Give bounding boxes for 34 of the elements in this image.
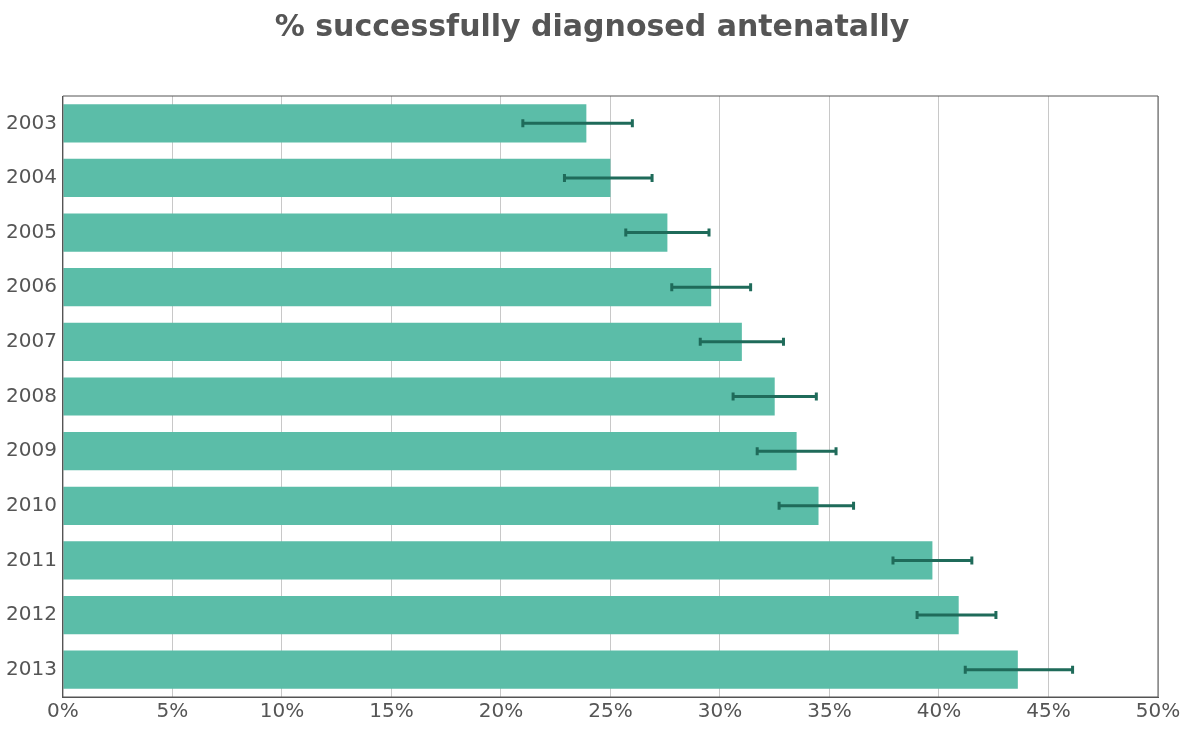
- y-tick-label: 2006: [5, 273, 57, 298]
- bar: [63, 650, 1018, 689]
- bar: [63, 486, 819, 525]
- bar: [63, 595, 959, 635]
- x-tick-label: 20%: [478, 698, 524, 723]
- chart-title: % successfully diagnosed antenatally: [273, 8, 911, 43]
- y-tick-label: 2013: [5, 655, 57, 680]
- bar: [63, 541, 933, 580]
- x-tick-label: 5%: [156, 698, 189, 723]
- y-tick-label: 2011: [5, 546, 57, 571]
- bar: [63, 213, 668, 252]
- bar: [63, 377, 775, 416]
- y-tick-label: 2009: [5, 437, 57, 462]
- x-tick-label: 40%: [916, 698, 962, 723]
- x-tick-label: 50%: [1135, 698, 1181, 723]
- y-tick-label: 2005: [5, 218, 57, 243]
- x-tick-label: 25%: [588, 698, 633, 723]
- bar: [63, 322, 742, 361]
- x-tick-label: 0%: [47, 698, 79, 723]
- y-tick-label: 2012: [5, 601, 57, 626]
- y-tick-label: 2008: [5, 382, 57, 407]
- bar: [63, 268, 712, 307]
- x-tick-label: 45%: [1026, 698, 1071, 723]
- y-tick-label: 2010: [5, 491, 57, 516]
- bar: [63, 104, 587, 143]
- x-tick-label: 35%: [807, 698, 852, 723]
- y-tick-label: 2007: [5, 328, 57, 353]
- x-tick-label: 15%: [369, 698, 414, 723]
- x-tick-label: 30%: [697, 698, 743, 723]
- x-tick-label: 10%: [259, 698, 305, 723]
- bar: [63, 432, 797, 471]
- y-tick-label: 2003: [5, 109, 57, 134]
- bar: [63, 158, 611, 198]
- y-tick-label: 2004: [5, 164, 57, 189]
